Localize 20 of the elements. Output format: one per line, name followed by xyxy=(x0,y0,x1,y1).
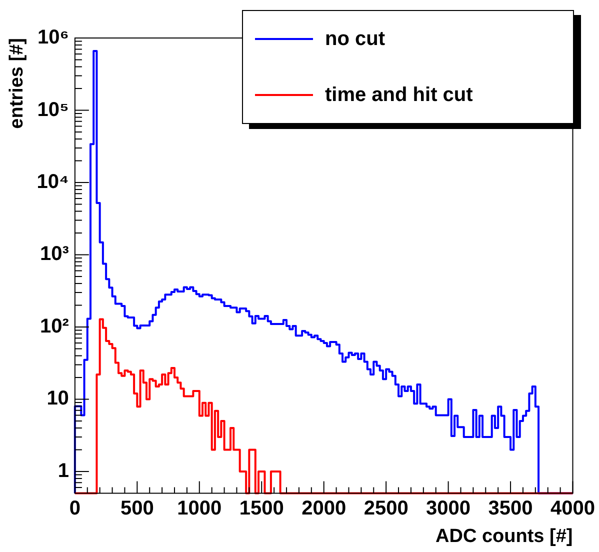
x-axis-title: ADC counts [#] xyxy=(436,526,573,547)
x-tick-label: 500 xyxy=(120,498,154,520)
legend-label: no cut xyxy=(325,28,385,50)
x-tick-label: 4000 xyxy=(550,498,596,520)
y-tick-label: 10² xyxy=(40,315,70,338)
y-tick-label: 10³ xyxy=(40,243,70,266)
y-tick-label: 10⁵ xyxy=(37,98,69,121)
y-axis-title: entries [#] xyxy=(6,38,28,129)
x-tick-label: 1500 xyxy=(239,498,284,520)
y-tick-label: 1 xyxy=(58,460,69,482)
x-tick-label: 3000 xyxy=(426,498,471,520)
x-tick-label: 0 xyxy=(69,498,80,520)
y-tick-label: 10 xyxy=(46,388,69,410)
x-tick-label: 1000 xyxy=(177,498,222,520)
x-tick-label: 2000 xyxy=(302,498,346,520)
legend-label: time and hit cut xyxy=(325,84,473,106)
y-tick-label: 10⁶ xyxy=(37,26,69,49)
y-tick-label: 10⁴ xyxy=(36,171,69,193)
x-tick-label: 2500 xyxy=(364,498,408,520)
x-tick-label: 3500 xyxy=(488,498,533,520)
